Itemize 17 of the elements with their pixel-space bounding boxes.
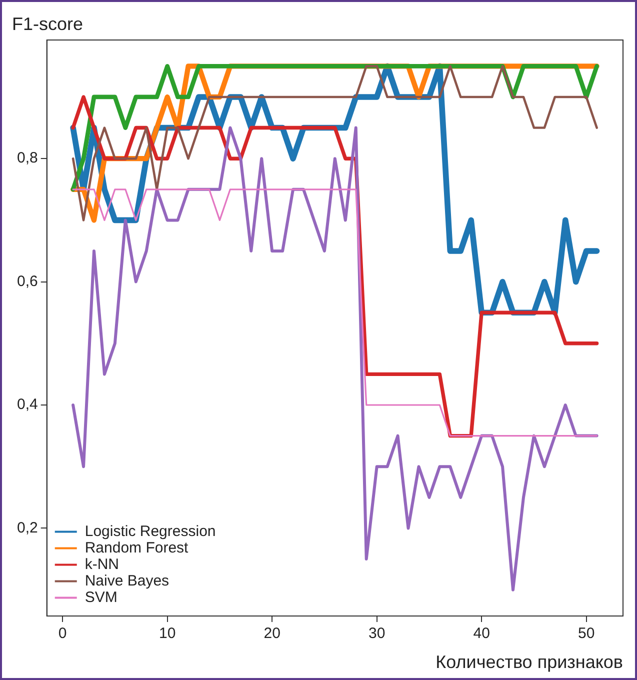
- legend-label: k-NN: [84, 556, 120, 573]
- legend-label: Naive Bayes: [84, 572, 170, 590]
- y-tick-label: 0,2: [16, 519, 38, 536]
- legend-label: Random Forest: [84, 539, 190, 556]
- x-tick-label: 10: [158, 625, 176, 642]
- y-tick-label: 0,6: [16, 272, 38, 290]
- x-tick-label: 40: [473, 625, 490, 642]
- x-tick-label: 30: [368, 625, 386, 642]
- y-tick-label: 0,4: [16, 396, 38, 414]
- x-tick-label: 50: [578, 625, 595, 642]
- legend-label: SVM: [84, 588, 118, 606]
- legend-label: Logistic Regression: [84, 522, 216, 540]
- x-tick-label: 20: [264, 625, 280, 642]
- y-tick-label: 0,8: [16, 150, 38, 167]
- x-axis-title: Количество признаков: [436, 652, 623, 672]
- y-axis-title: F1-score: [12, 14, 84, 34]
- x-tick-label: 0: [58, 625, 67, 642]
